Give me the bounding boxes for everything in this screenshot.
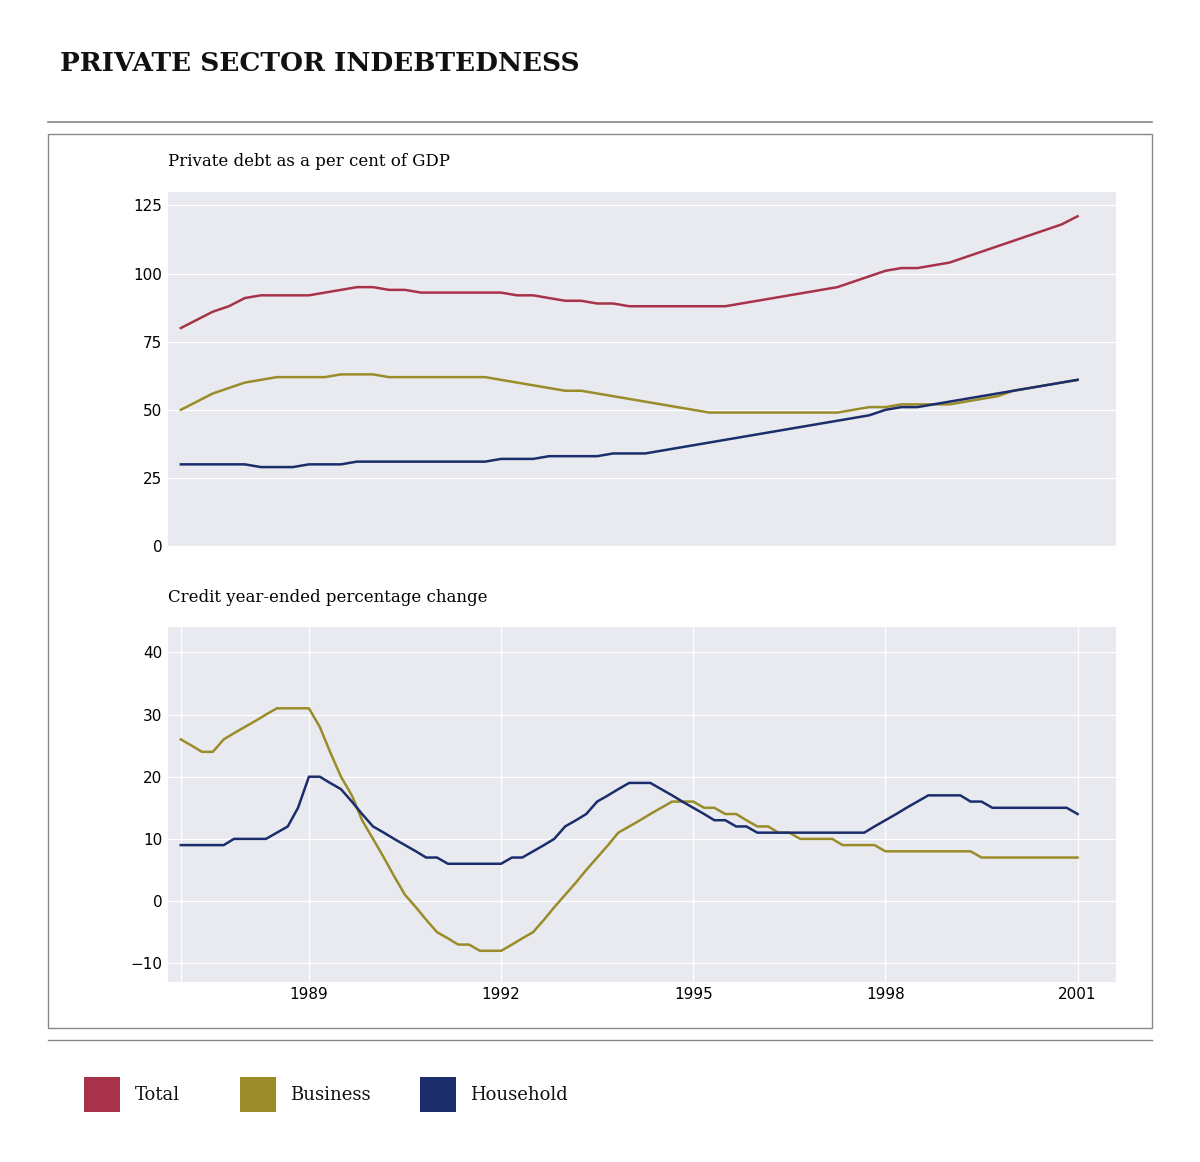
- Text: Household: Household: [470, 1085, 568, 1104]
- Text: PRIVATE SECTOR INDEBTEDNESS: PRIVATE SECTOR INDEBTEDNESS: [60, 51, 580, 77]
- Text: Total: Total: [134, 1085, 180, 1104]
- Text: Private debt as a per cent of GDP: Private debt as a per cent of GDP: [168, 153, 450, 171]
- Text: Credit year-ended percentage change: Credit year-ended percentage change: [168, 589, 487, 607]
- Text: Business: Business: [290, 1085, 371, 1104]
